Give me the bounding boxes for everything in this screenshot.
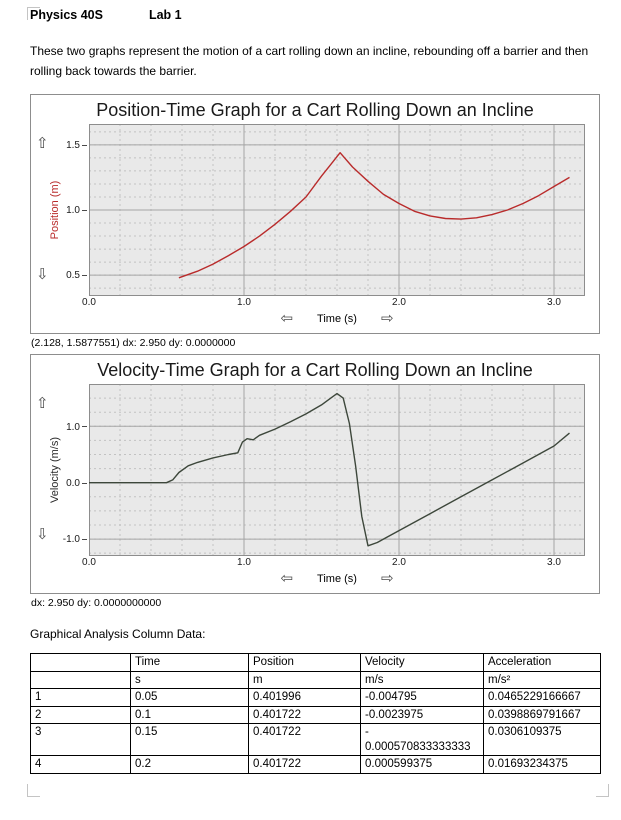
plot-canvas[interactable] [89, 384, 585, 557]
table-unit-cell: m/s² [483, 670, 601, 690]
y-tick-mark [82, 539, 87, 541]
y-tick-mark [82, 426, 87, 428]
table-cell: 0.401722 [248, 723, 361, 757]
x-scroll-left-icon[interactable]: ⇦ [280, 310, 294, 328]
table-unit-cell: m/s [360, 670, 484, 690]
table-cell: 0.000599375 [360, 755, 484, 774]
x-tick-label: 3.0 [547, 297, 561, 309]
document-page: Physics 40S Lab 1 These two graphs repres… [30, 8, 602, 774]
y-tick-label: -1.0 [63, 534, 87, 545]
table-cell: 1 [30, 688, 131, 707]
x-tick-label: 0.0 [82, 557, 96, 569]
plot-area: 0.0 1.0 2.0 3.0 ⇦ Time (s) ⇨ [82, 384, 585, 593]
table-unit-cell: s [130, 670, 249, 690]
graph-title: Position-Time Graph for a Cart Rolling D… [96, 100, 534, 121]
table-units-row: s m m/s m/s² [30, 670, 601, 690]
y-scroll-down-icon[interactable]: ⇩ [36, 266, 49, 284]
table-header-cell [30, 653, 131, 672]
table-unit-cell: m [248, 670, 361, 690]
column-data-table: Time Position Velocity Acceleration s m m/s m/s… [30, 653, 601, 774]
table-cell: 0.0465229166667 [483, 688, 601, 707]
plot-area: 0.0 1.0 2.0 3.0 ⇦ Time (s) ⇨ [82, 124, 585, 333]
y-tick-label: 1.0 [66, 422, 87, 433]
table-header-row: Time Position Velocity Acceleration [30, 653, 601, 672]
x-scroll-right-icon[interactable]: ⇨ [380, 570, 394, 588]
table-cell: 0.0306109375 [483, 723, 601, 757]
y-tick-label: 1.0 [66, 205, 87, 216]
intro-text: These two graphs represent the motion of… [30, 44, 589, 79]
table-cell: -0.004795 [360, 688, 484, 707]
lab-title: Lab 1 [148, 8, 182, 22]
x-axis-label: Time (s) [317, 312, 357, 325]
y-scroll-down-icon[interactable]: ⇩ [36, 526, 49, 544]
x-scroll-left-icon[interactable]: ⇦ [280, 570, 294, 588]
x-tick-labels: 0.0 1.0 2.0 3.0 [82, 296, 585, 309]
table-row: 1 0.05 0.401996 -0.004795 0.0465229166667 [30, 688, 601, 707]
y-tick-mark [82, 145, 87, 147]
page-corner-mark-bottom-left [27, 784, 40, 797]
table-cell: - 0.000570833333333 [360, 723, 484, 757]
table-cell: 0.1 [130, 705, 249, 725]
x-tick-labels: 0.0 1.0 2.0 3.0 [82, 556, 585, 569]
y-tick-mark [82, 275, 87, 277]
table-cell: 0.15 [130, 723, 249, 757]
y-tick-mark [82, 482, 87, 484]
table-cell: 0.401722 [248, 755, 361, 774]
y-tick-label: 1.5 [66, 140, 87, 151]
table-header-cell: Acceleration [483, 653, 601, 672]
y-tick-label: 0.5 [66, 270, 87, 281]
graph-title: Velocity-Time Graph for a Cart Rolling D… [97, 360, 533, 381]
x-tick-label: 1.0 [237, 297, 251, 309]
table-row: 4 0.2 0.401722 0.000599375 0.01693234375 [30, 755, 601, 774]
y-axis-gutter: ⇧ Position (m) ⇩ 0.5 1.0 1.5 [31, 124, 89, 296]
y-tick-labels: -1.0 0.0 1.0 [31, 384, 89, 556]
table-row: 3 0.15 0.401722- 0.000570833333333 0.030610… [30, 723, 601, 757]
y-scroll-up-icon[interactable]: ⇧ [36, 395, 49, 413]
table-row: 2 0.1 0.401722 -0.0023975 0.0398869791667 [30, 705, 601, 725]
plot-canvas[interactable] [89, 124, 585, 297]
table-cell: 0.401722 [248, 705, 361, 725]
table-cell: 3 [30, 723, 131, 757]
table-header-cell: Position [248, 653, 361, 672]
table-cell: 2 [30, 705, 131, 725]
table-cell: 0.2 [130, 755, 249, 774]
graph-status: dx: 2.950 dy: 0.0000000000 [31, 597, 162, 610]
page-corner-mark-bottom-right [596, 784, 609, 797]
y-scroll-up-icon[interactable]: ⇧ [36, 135, 49, 153]
velocity-graph-panel: Velocity-Time Graph for a Cart Rolling D… [30, 354, 600, 595]
x-tick-label: 2.0 [392, 297, 406, 309]
table-cell: 0.0398869791667 [483, 705, 601, 725]
y-tick-mark [82, 210, 87, 212]
x-tick-label: 1.0 [237, 557, 251, 569]
table-cell: 0.01693234375 [483, 755, 601, 774]
y-axis-gutter: ⇧ Velocity (m/s) ⇩ -1.0 0.0 1.0 [31, 384, 89, 556]
table-cell: 0.401996 [248, 688, 361, 707]
page-corner-mark-top-left [27, 7, 40, 20]
table-cell: 4 [30, 755, 131, 774]
x-tick-label: 0.0 [82, 297, 96, 309]
x-scroll-right-icon[interactable]: ⇨ [380, 310, 394, 328]
x-tick-label: 3.0 [547, 557, 561, 569]
table-unit-cell [30, 670, 131, 690]
table-caption: Graphical Analysis Column Data: [30, 627, 206, 642]
y-tick-labels: 0.5 1.0 1.5 [31, 124, 89, 296]
data-table-body: Time Position Velocity Acceleration s m m/s m/s… [30, 653, 601, 774]
x-tick-label: 2.0 [392, 557, 406, 569]
x-axis-label: Time (s) [317, 572, 357, 585]
table-cell: 0.05 [130, 688, 249, 707]
course-title: Physics 40S [30, 8, 103, 22]
graph-status: (2.128, 1.5877551) dx: 2.950 dy: 0.00000… [31, 337, 236, 350]
position-graph-panel: Position-Time Graph for a Cart Rolling D… [30, 94, 600, 335]
table-header-cell: Time [130, 653, 249, 672]
doc-header: Physics 40S Lab 1 [30, 8, 602, 22]
table-header-cell: Velocity [360, 653, 484, 672]
table-cell: -0.0023975 [360, 705, 484, 725]
y-tick-label: 0.0 [66, 478, 87, 489]
